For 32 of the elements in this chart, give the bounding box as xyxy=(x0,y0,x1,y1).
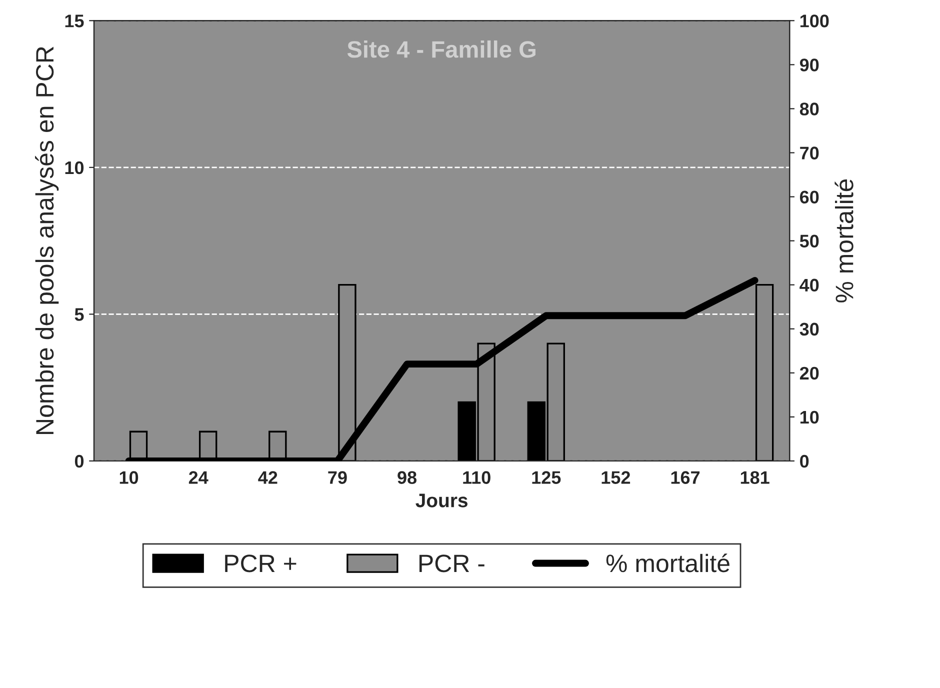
legend-label: PCR + xyxy=(225,554,296,572)
y2-tick-label: 30 xyxy=(800,322,819,336)
x-tick-label: 10 xyxy=(120,471,138,484)
x-tick-label: 110 xyxy=(463,471,490,484)
y2-tick-label: 60 xyxy=(800,190,819,204)
x-tick-label: 24 xyxy=(188,471,208,484)
x-tick-label: 167 xyxy=(671,471,700,484)
x-tick-label: 181 xyxy=(740,471,770,484)
y-tick-label: 5 xyxy=(74,308,84,321)
y-tick-label: 15 xyxy=(65,14,84,28)
x-tick-label: 98 xyxy=(398,471,417,484)
y2-tick-label: 50 xyxy=(800,234,819,248)
y2-tick-label: 10 xyxy=(800,410,819,424)
y2-tick-label: 70 xyxy=(800,146,819,160)
x-tick-label: 125 xyxy=(532,471,561,484)
y2-axis-title: % mortalité xyxy=(834,179,854,302)
y2-tick-label: 40 xyxy=(800,278,819,292)
y-tick-label: 10 xyxy=(65,161,84,174)
y2-tick-label: 100 xyxy=(800,14,829,28)
legend-label: PCR - xyxy=(419,554,484,572)
y2-tick-label: 80 xyxy=(800,102,819,116)
text: Site 4 - Famille G xyxy=(347,40,536,58)
y2-tick-label: 0 xyxy=(800,454,809,468)
y2-tick-label: 20 xyxy=(800,366,819,380)
y2-tick-label: 90 xyxy=(800,58,819,72)
legend-label: % mortalité xyxy=(606,554,730,572)
x-axis-title: Jours xyxy=(416,494,468,508)
x-tick-label: 79 xyxy=(328,471,347,484)
x-tick-label: 152 xyxy=(602,471,630,484)
y-axis-title: Nombre de pools analysés en PCR xyxy=(35,46,59,434)
x-tick-label: 42 xyxy=(258,471,278,484)
y-tick-label: 0 xyxy=(74,454,84,468)
